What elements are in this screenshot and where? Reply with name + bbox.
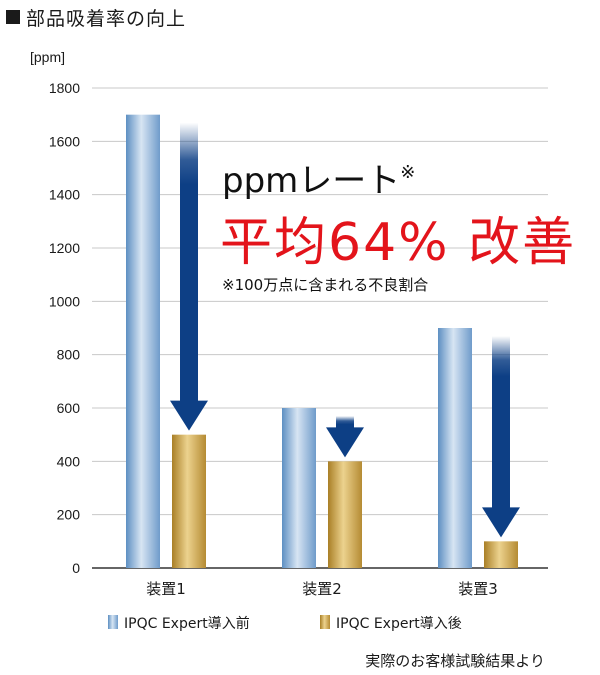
bar-after <box>172 434 206 568</box>
chart-heading: 部品吸着率の向上 <box>6 4 186 31</box>
annotation-footnote: ※100万点に含まれる不良割合 <box>222 276 428 294</box>
y-tick-label: 1600 <box>49 133 80 149</box>
x-category-label: 装置2 <box>302 580 342 598</box>
source-note: 実際のお客様試験結果より <box>365 652 545 670</box>
y-axis-ticks: 0 200 400 600 800 1000 1200 1400 1600 1800 <box>49 80 80 576</box>
bars <box>126 114 518 569</box>
x-axis-categories: 装置1 装置2 装置3 <box>146 580 498 598</box>
decrease-arrow <box>326 416 364 458</box>
annotation-ppm-rate: ppmレート※ <box>222 161 415 201</box>
x-category-label: 装置3 <box>458 580 498 598</box>
y-tick-label: 200 <box>57 507 81 523</box>
annotation-improvement: 平均64% 改善 <box>220 213 576 273</box>
y-tick-label: 1200 <box>49 240 80 256</box>
y-tick-label: 600 <box>57 400 81 416</box>
legend: IPQC Expert導入前 IPQC Expert導入後 <box>108 615 462 632</box>
bar-before <box>282 408 316 568</box>
y-tick-label: 0 <box>72 560 80 576</box>
grid-lines <box>92 87 548 569</box>
decrease-arrow <box>170 122 208 431</box>
bullet-square-icon <box>6 10 20 24</box>
bar-before <box>438 328 472 568</box>
y-tick-label: 1400 <box>49 187 80 203</box>
y-tick-label: 1000 <box>49 293 80 309</box>
chart-title: 部品吸着率の向上 <box>26 8 187 30</box>
x-category-label: 装置1 <box>146 580 186 598</box>
y-tick-label: 1800 <box>49 80 80 96</box>
legend-label-after: IPQC Expert導入後 <box>336 616 462 632</box>
legend-swatch-before <box>108 615 118 629</box>
legend-label-before: IPQC Expert導入前 <box>124 615 250 632</box>
y-axis-unit-label: [ppm] <box>30 49 65 65</box>
bar-before <box>126 114 160 569</box>
y-tick-label: 800 <box>57 347 81 363</box>
bar-after <box>328 461 362 568</box>
decrease-arrows <box>170 122 520 538</box>
legend-swatch-after <box>320 615 330 629</box>
decrease-arrow <box>482 336 520 538</box>
y-tick-label: 400 <box>57 453 81 469</box>
bar-after <box>484 541 518 568</box>
